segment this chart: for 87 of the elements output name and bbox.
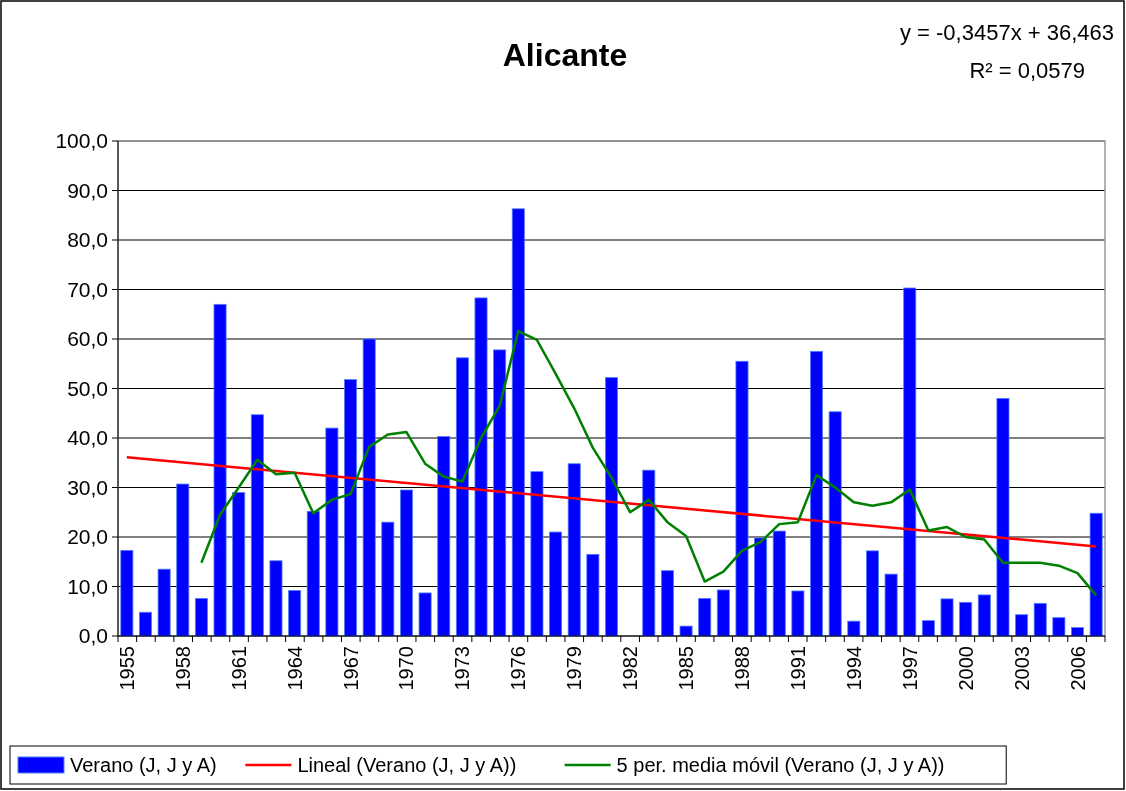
x-tick-label: 1955	[115, 646, 138, 691]
y-tick-label: 60,0	[67, 327, 108, 350]
bar	[642, 469, 656, 637]
y-tick-label: 50,0	[67, 376, 108, 400]
x-tick-label: 1979	[563, 646, 586, 691]
bar	[530, 471, 544, 637]
bar	[1033, 602, 1047, 637]
bar	[194, 597, 208, 637]
x-tick-label: 2000	[954, 646, 977, 691]
bar	[772, 530, 786, 637]
bar	[567, 463, 581, 637]
legend-label: Lineal (Verano (J, J y A))	[297, 754, 517, 776]
bar	[250, 414, 264, 637]
bar	[549, 531, 563, 637]
bar	[306, 510, 320, 637]
x-tick-label: 1991	[786, 646, 809, 691]
bar	[288, 590, 302, 637]
bar	[493, 349, 507, 637]
bar	[977, 594, 991, 637]
bar	[1052, 617, 1066, 637]
bar	[120, 549, 134, 637]
bar	[344, 379, 357, 637]
bar	[437, 436, 451, 637]
bar	[176, 483, 190, 637]
x-tick-label: 1988	[730, 646, 753, 691]
x-tick-label: 1982	[619, 646, 642, 691]
x-tick-label: 1964	[283, 646, 306, 691]
bar	[810, 350, 823, 637]
bar	[1089, 512, 1103, 637]
bar	[362, 338, 376, 637]
x-tick-label: 1958	[171, 646, 194, 691]
y-tick-label: 10,0	[67, 574, 108, 598]
bar	[716, 589, 730, 637]
x-tick-label: 1970	[395, 646, 418, 691]
legend-label: 5 per. media móvil (Verano (J, J y A))	[616, 754, 945, 776]
y-tick-label: 0,0	[78, 624, 108, 647]
x-tick-label: 1967	[339, 646, 362, 691]
y-tick-label: 80,0	[67, 228, 108, 251]
bar	[269, 560, 283, 637]
y-tick-label: 20,0	[67, 525, 108, 548]
bar	[605, 377, 618, 637]
y-tick-label: 30,0	[67, 475, 108, 499]
y-tick-label: 40,0	[67, 426, 108, 449]
bar	[511, 208, 525, 637]
bar	[325, 427, 339, 637]
bar	[754, 537, 768, 637]
bar	[232, 492, 246, 637]
x-tick-label: 1976	[507, 646, 530, 691]
y-tick-label: 90,0	[67, 178, 108, 202]
x-tick-label: 2003	[1010, 646, 1033, 691]
x-tick-label: 1994	[842, 646, 865, 691]
text: R² = 0,0579	[969, 58, 1085, 83]
x-tick-label: 1997	[898, 646, 921, 691]
bar	[847, 620, 861, 637]
x-tick-label: 1985	[675, 646, 698, 691]
chart-title: Alicante	[502, 37, 628, 73]
bar	[996, 398, 1010, 637]
x-tick-label: 1961	[227, 646, 250, 691]
bar	[586, 553, 600, 637]
bar	[418, 592, 432, 637]
y-tick-label: 100,0	[55, 129, 108, 152]
y-tick-label: 70,0	[67, 277, 108, 301]
bar	[866, 550, 879, 637]
bar	[660, 570, 674, 637]
bar	[400, 489, 413, 637]
bar	[381, 521, 395, 637]
bar	[735, 360, 749, 637]
bar	[940, 598, 954, 637]
bar	[455, 357, 469, 637]
legend-label: Verano (J, J y A)	[70, 754, 217, 776]
bar	[474, 297, 488, 637]
bar	[791, 590, 805, 637]
bar	[679, 625, 693, 637]
bar	[884, 573, 898, 637]
x-tick-label: 2006	[1066, 646, 1089, 691]
bar	[828, 411, 842, 637]
x-tick-label: 1973	[451, 646, 474, 691]
bar	[903, 287, 917, 637]
bar	[139, 611, 152, 637]
text: y = -0,3457x + 36,463	[899, 20, 1114, 45]
line-series	[200, 329, 1098, 597]
bar	[1015, 614, 1029, 637]
bar	[698, 597, 712, 637]
bar	[157, 568, 171, 637]
bar	[959, 601, 973, 637]
bar	[213, 303, 227, 637]
bar	[921, 620, 935, 637]
